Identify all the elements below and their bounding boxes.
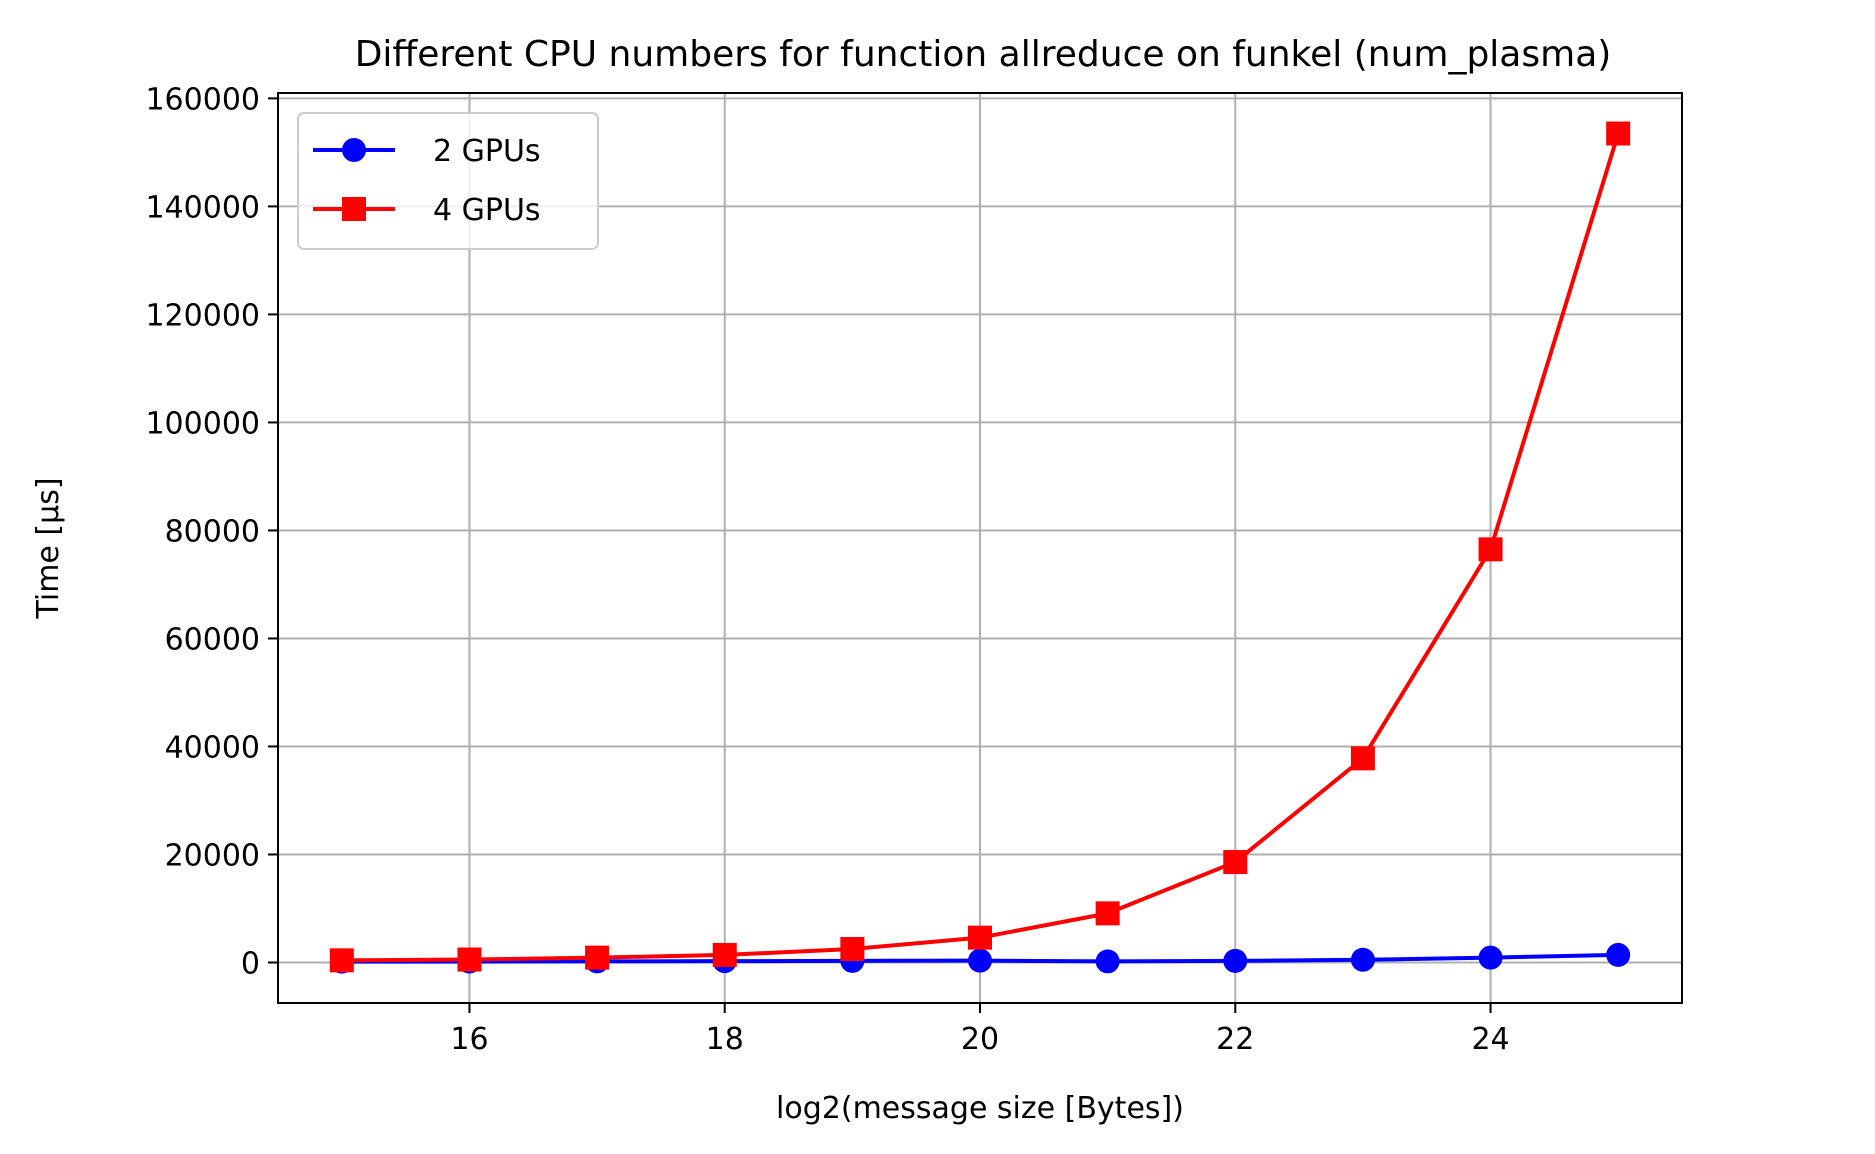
data-point-2-gpus <box>1350 947 1375 972</box>
chart-title: Different CPU numbers for function allre… <box>355 34 1612 75</box>
y-tick-label: 0 <box>241 946 260 981</box>
data-point-4-gpus <box>1606 121 1631 146</box>
y-tick-label: 40000 <box>165 730 260 765</box>
data-point-2-gpus <box>1606 942 1631 967</box>
legend-label-2-gpus: 2 GPUs <box>433 134 541 169</box>
legend-label-4-gpus: 4 GPUs <box>433 193 541 228</box>
data-point-4-gpus <box>1223 850 1248 875</box>
y-tick-label: 100000 <box>145 406 260 441</box>
data-point-2-gpus <box>968 948 992 973</box>
data-point-4-gpus <box>1095 901 1120 926</box>
data-point-2-gpus <box>1478 945 1503 970</box>
y-tick-label: 80000 <box>165 514 260 549</box>
y-tick-label: 20000 <box>165 838 260 873</box>
legend-marker-4-gpus <box>342 197 366 221</box>
y-tick-label: 160000 <box>145 82 260 117</box>
data-point-2-gpus <box>1095 949 1120 974</box>
data-point-4-gpus <box>585 945 610 970</box>
series-layer <box>329 121 1631 974</box>
y-axis-ticks: 0 20000 40000 60000 80000 100000 120000 140000 1… <box>145 82 278 981</box>
y-tick-label: 120000 <box>145 298 260 333</box>
y-axis-label: Time [µs] <box>31 477 66 619</box>
legend-frame <box>297 112 599 250</box>
data-point-4-gpus <box>1478 537 1503 562</box>
y-tick-label: 60000 <box>165 622 260 657</box>
data-point-4-gpus <box>1350 746 1375 771</box>
x-axis-ticks: 16 18 20 22 24 <box>450 1003 1510 1057</box>
data-point-4-gpus <box>712 942 737 967</box>
x-tick-label: 18 <box>706 1022 744 1057</box>
data-point-4-gpus <box>840 936 865 961</box>
x-tick-label: 22 <box>1216 1022 1254 1057</box>
legend: 2 GPUs 4 GPUs <box>297 112 599 250</box>
plot-frame <box>277 92 1683 1004</box>
data-point-4-gpus <box>968 925 992 950</box>
x-tick-label: 16 <box>450 1022 488 1057</box>
x-axis-label: log2(message size [Bytes]) <box>776 1091 1184 1126</box>
data-point-4-gpus <box>329 948 354 973</box>
data-point-4-gpus <box>457 947 482 972</box>
x-tick-label: 24 <box>1471 1022 1509 1057</box>
x-tick-label: 20 <box>961 1022 999 1057</box>
data-point-2-gpus <box>1223 948 1248 973</box>
legend-marker-2-gpus <box>342 138 366 162</box>
y-tick-label: 140000 <box>145 190 260 225</box>
